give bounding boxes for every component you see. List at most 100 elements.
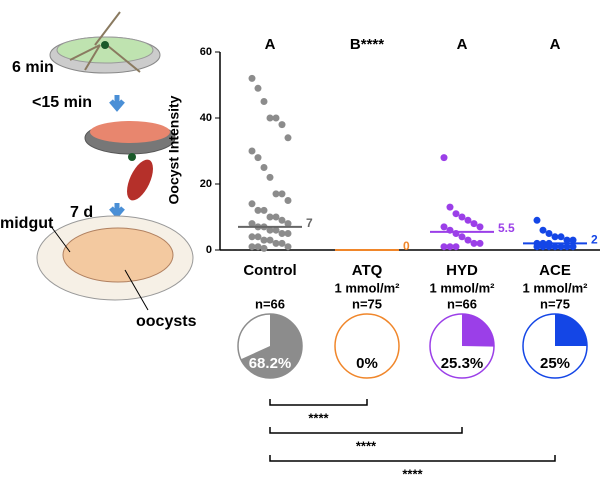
data-point [557, 233, 565, 241]
n-label: n=75 [352, 296, 382, 311]
data-point [266, 226, 274, 234]
significance-letter: B**** [350, 36, 384, 53]
data-point [446, 243, 454, 251]
data-point [551, 243, 559, 251]
data-point [476, 239, 484, 247]
comparison-label: **** [356, 438, 377, 453]
y-tick-label: 0 [206, 244, 212, 256]
pie-label: 25.3% [441, 355, 484, 372]
data-point [254, 243, 262, 251]
step-label: 6 min [12, 59, 54, 76]
data-point [464, 236, 472, 244]
data-point [470, 239, 478, 247]
comparison-label: **** [402, 466, 423, 478]
significance-letter: A [265, 36, 276, 53]
data-point [470, 220, 478, 228]
data-point [440, 154, 448, 162]
data-point [260, 236, 268, 244]
data-point [533, 243, 541, 251]
data-point [458, 233, 466, 241]
data-point [284, 197, 292, 204]
data-point [272, 114, 280, 122]
data-point [440, 243, 448, 251]
data-point [272, 190, 280, 198]
illustration: 6 min <15 min 7 d midgut oocysts [0, 11, 197, 330]
data-point [539, 226, 547, 234]
data-point [272, 239, 280, 247]
x-tick-label: ACE [539, 262, 571, 279]
data-point [563, 243, 571, 251]
data-point [452, 210, 460, 218]
n-label: n=66 [447, 296, 477, 311]
data-point [284, 230, 292, 237]
significance-letter: A [457, 36, 468, 53]
y-tick-label: 60 [200, 46, 212, 58]
data-point [452, 243, 460, 251]
data-point [278, 121, 286, 129]
data-point [260, 206, 268, 214]
dose-label: 1 mmol/m² [522, 280, 588, 295]
data-point [476, 223, 484, 231]
data-point [563, 236, 571, 244]
data-point [533, 216, 541, 224]
comparison-bracket [269, 427, 463, 434]
data-point [248, 243, 256, 251]
data-point [260, 164, 268, 171]
data-point [260, 98, 268, 105]
data-point [569, 236, 577, 244]
data-point [464, 216, 472, 224]
dose-label: 1 mmol/m² [429, 280, 495, 295]
data-point [248, 200, 256, 208]
data-point [278, 216, 286, 224]
oocysts-label: oocysts [136, 313, 197, 330]
data-point [248, 233, 256, 241]
data-point [569, 243, 577, 251]
data-point [266, 213, 274, 221]
y-tick-label: 20 [200, 178, 212, 190]
pie-slice [555, 314, 587, 346]
data-point [248, 74, 256, 82]
data-point [284, 220, 292, 228]
n-label: n=75 [540, 296, 570, 311]
y-tick-label: 40 [200, 112, 212, 124]
step-label: 7 d [70, 204, 93, 221]
data-point [446, 203, 454, 211]
x-tick-label: ATQ [352, 262, 383, 279]
data-point [272, 226, 280, 234]
data-point [284, 134, 292, 142]
data-point [545, 243, 553, 251]
dose-label: 1 mmol/m² [334, 280, 400, 295]
data-point [551, 233, 559, 241]
data-point [284, 243, 292, 251]
data-point [539, 243, 547, 251]
data-point [260, 244, 268, 252]
x-tick-label: Control [243, 262, 296, 279]
data-point [278, 230, 286, 237]
data-point [248, 220, 256, 228]
n-label: n=66 [255, 296, 285, 311]
median-label: 5.5 [498, 221, 515, 235]
data-point [266, 236, 274, 244]
significance-letter: A [550, 36, 561, 53]
data-point [266, 173, 274, 181]
pie-slice [462, 314, 494, 347]
step-label: <15 min [32, 94, 92, 111]
data-point [557, 243, 565, 251]
data-point [266, 114, 274, 122]
data-point [254, 84, 262, 92]
data-point [254, 233, 262, 241]
data-point [248, 147, 256, 155]
pie-label: 0% [356, 355, 378, 372]
median-label: 0 [403, 239, 410, 253]
data-point [440, 223, 448, 231]
data-point [254, 206, 262, 214]
pie-label: 25% [540, 355, 570, 372]
data-point [458, 213, 466, 221]
pie-outline [334, 313, 400, 379]
data-point [278, 239, 286, 247]
y-axis-title: Oocyst Intensity [166, 95, 182, 204]
comparison-bracket [269, 399, 368, 406]
data-point [545, 230, 553, 237]
data-point [272, 213, 280, 221]
